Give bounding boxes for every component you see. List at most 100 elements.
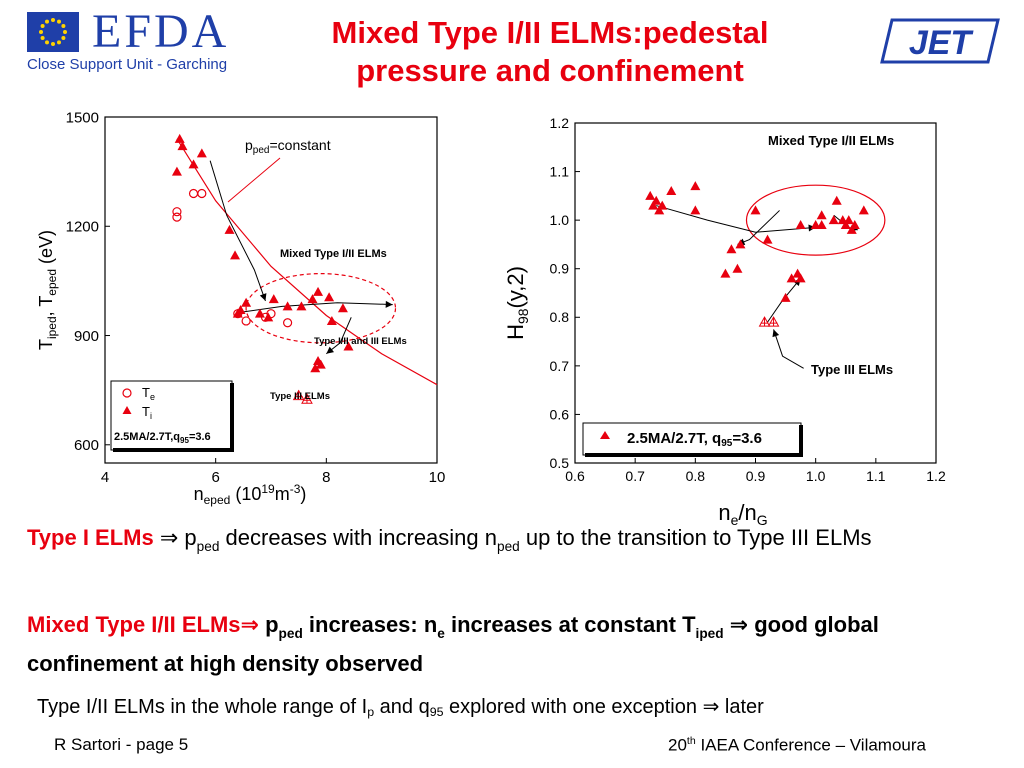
data-point bbox=[849, 220, 860, 229]
data-point bbox=[690, 205, 701, 215]
data-point bbox=[254, 308, 265, 318]
trajectory-arrow bbox=[773, 329, 804, 369]
data-point bbox=[831, 195, 842, 205]
x-tick-label: 6 bbox=[211, 469, 219, 486]
annotation-type-i-ii-iii: Type I/II and III ELMs bbox=[314, 336, 407, 347]
x-tick-label: 0.9 bbox=[746, 468, 766, 484]
arrow-head bbox=[326, 346, 334, 354]
data-point bbox=[292, 389, 305, 401]
data-point bbox=[196, 148, 207, 158]
paragraph-type-i: Type I ELMs ⇒ pped decreases with increa… bbox=[27, 525, 872, 554]
data-point bbox=[720, 268, 731, 278]
y-tick-label: 0.9 bbox=[550, 261, 570, 277]
plot-frame-right bbox=[574, 122, 937, 464]
data-point bbox=[690, 181, 701, 191]
x-tick-label: 0.6 bbox=[565, 468, 585, 484]
paragraph-range: Type I/II ELMs in the whole range of Ip … bbox=[37, 696, 764, 719]
eu-flag-icon bbox=[27, 12, 79, 52]
data-point bbox=[313, 286, 324, 296]
data-point bbox=[726, 244, 737, 254]
data-point bbox=[840, 220, 851, 229]
data-point bbox=[241, 297, 252, 307]
title-line-1: Mixed Type I/II ELMs:pedestal bbox=[331, 15, 769, 50]
data-point bbox=[767, 316, 780, 327]
annotation-mixed-elms: Mixed Type I/II ELMs bbox=[280, 248, 387, 260]
data-point bbox=[171, 166, 182, 176]
fit-curve-label: pped=constant bbox=[245, 137, 331, 156]
y-tick-label: 900 bbox=[74, 328, 99, 345]
y-tick-label: 1500 bbox=[66, 109, 99, 126]
y-tick-label: 0.5 bbox=[550, 455, 570, 471]
chart-legend-right: 2.5MA/2.7T, q95=3.6 bbox=[582, 422, 803, 457]
x-tick-label: 0.8 bbox=[686, 468, 706, 484]
data-point bbox=[648, 200, 659, 210]
y-axis-label: Tiped, Teped (eV) bbox=[36, 230, 59, 350]
data-point bbox=[307, 294, 318, 304]
x-tick-label: 4 bbox=[101, 469, 109, 486]
arrow-head bbox=[772, 329, 780, 338]
data-point bbox=[816, 220, 827, 229]
jet-logo: JET bbox=[880, 18, 1000, 64]
legend-ti-label: Ti bbox=[142, 404, 152, 421]
data-point bbox=[282, 301, 293, 311]
legend-ti-marker bbox=[122, 406, 132, 414]
chart-confinement-vs-density: 0.6 0.7 0.8 0.9 1.0 1.1 1.20.50.60.70.80.91.01… bbox=[503, 115, 946, 528]
data-point bbox=[172, 212, 182, 222]
page-title: Mixed Type I/II ELMs:pedestal pressure a… bbox=[250, 14, 850, 90]
data-point bbox=[324, 292, 335, 302]
data-point bbox=[241, 316, 251, 326]
efda-logo: EFDA bbox=[92, 5, 230, 58]
data-point bbox=[645, 190, 656, 200]
data-point bbox=[283, 318, 293, 328]
arrow-head bbox=[385, 300, 393, 308]
data-point bbox=[786, 273, 797, 283]
annotation-type-iii: Type III ELMs bbox=[270, 391, 330, 402]
legend-label-right: 2.5MA/2.7T, q95=3.6 bbox=[627, 430, 762, 449]
y-tick-label: 600 bbox=[74, 437, 99, 454]
x-axis-label-right: ne/nG bbox=[718, 500, 767, 528]
data-point bbox=[837, 215, 848, 225]
data-point bbox=[197, 188, 207, 199]
implies-arrow-3: ⇒ bbox=[729, 612, 749, 637]
x-tick-label: 1.1 bbox=[866, 468, 886, 484]
data-point bbox=[828, 215, 839, 225]
legend-marker-right bbox=[600, 431, 610, 439]
y-tick-label: 0.6 bbox=[550, 406, 570, 422]
implies-arrow-2: ⇒ bbox=[240, 612, 259, 637]
x-tick-label: 1.0 bbox=[806, 468, 826, 484]
data-point bbox=[735, 239, 746, 249]
footer-page: R Sartori - page 5 bbox=[54, 735, 189, 754]
annotation-mixed-elms-right: Mixed Type I/II ELMs bbox=[768, 133, 894, 148]
data-point bbox=[343, 341, 354, 351]
y-tick-label: 1.1 bbox=[550, 163, 570, 179]
trajectory-arrow bbox=[209, 160, 266, 302]
x-tick-label: 1.2 bbox=[926, 468, 946, 484]
chart-legend: Te Ti 2.5MA/2.7T,q95=3.6 bbox=[110, 380, 234, 452]
data-point bbox=[310, 363, 321, 373]
data-point bbox=[301, 393, 313, 404]
paragraph-mixed-elms: Mixed Type I/II ELMs⇒ pped increases: ne… bbox=[27, 612, 879, 676]
trajectory-arrow bbox=[656, 205, 816, 233]
title-line-2: pressure and confinement bbox=[356, 53, 744, 88]
x-tick-label: 0.7 bbox=[625, 468, 645, 484]
data-point bbox=[750, 205, 761, 215]
data-point bbox=[263, 312, 274, 322]
data-point bbox=[858, 205, 869, 215]
data-point bbox=[230, 250, 241, 260]
trajectory-arrow bbox=[243, 302, 393, 313]
y-tick-label: 1.0 bbox=[550, 212, 570, 228]
data-point bbox=[232, 308, 243, 318]
data-point bbox=[762, 234, 773, 244]
legend-conditions: 2.5MA/2.7T,q95=3.6 bbox=[114, 431, 211, 445]
annotation-ellipse bbox=[245, 273, 397, 344]
x-tick-label: 8 bbox=[322, 469, 330, 486]
data-point bbox=[795, 220, 806, 229]
chart-temperature-vs-density: 4 6 8 10 600 900 1200 1500 pped=constant Mixed … bbox=[36, 109, 445, 507]
y-tick-label: 0.8 bbox=[550, 309, 570, 325]
x-axis-label: neped (1019m-3) bbox=[194, 482, 307, 507]
data-point bbox=[326, 315, 337, 325]
legend-te-label: Te bbox=[142, 385, 155, 402]
fit-curve-line bbox=[176, 138, 438, 386]
data-point bbox=[174, 133, 185, 143]
annotation-type-iii-right: Type III ELMs bbox=[811, 362, 893, 377]
